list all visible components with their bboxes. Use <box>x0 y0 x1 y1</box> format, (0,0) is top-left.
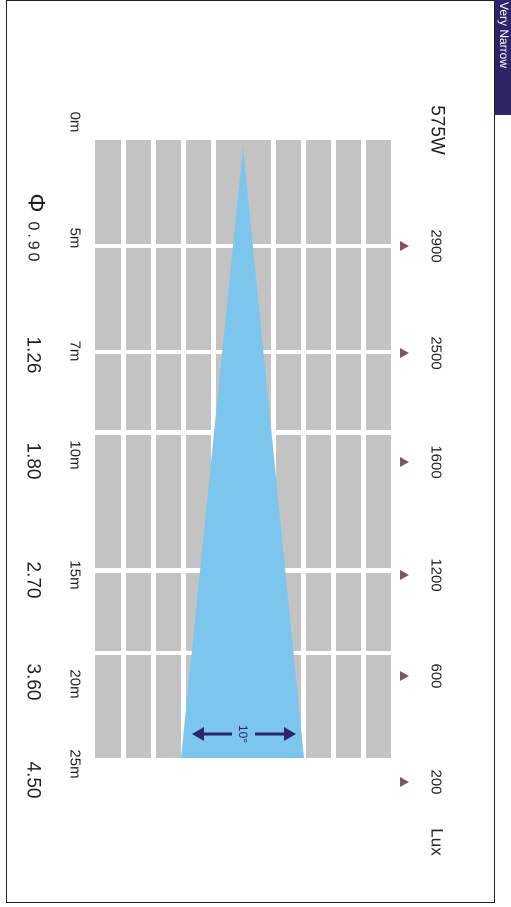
grid-cell <box>306 435 331 568</box>
distance-label: 25m <box>67 749 84 778</box>
lux-marker <box>400 671 409 681</box>
grid-cell <box>156 655 181 758</box>
grid-cell <box>366 435 391 568</box>
diameter-value: 0.90 <box>25 221 42 264</box>
diagram-frame <box>6 0 495 903</box>
lux-unit-label: Lux <box>428 828 447 856</box>
distance-label: 0m <box>67 112 84 133</box>
grid-cell <box>126 655 151 758</box>
grid-cell <box>156 354 181 430</box>
beam-angle-indicator: 10° <box>192 725 296 743</box>
light-beam-cone <box>181 147 304 758</box>
lux-value: 1200 <box>428 558 445 591</box>
grid-cell <box>276 140 301 244</box>
grid-cell <box>336 248 361 350</box>
angle-arrow-right-head <box>284 727 296 741</box>
grid-cell <box>126 573 151 651</box>
grid-cell <box>186 354 211 430</box>
grid-cell <box>336 655 361 758</box>
grid-cell <box>366 140 391 244</box>
grid-cell <box>186 140 211 244</box>
grid-cell <box>95 248 121 350</box>
grid-cell <box>156 248 181 350</box>
lux-value: 2900 <box>428 229 445 262</box>
angle-arrow-left-head <box>192 727 204 741</box>
grid-cell <box>95 354 121 430</box>
diameter-values: 0.90 1.26 1.80 2.70 3.60 4.50 <box>23 221 44 798</box>
grid-cell <box>336 140 361 244</box>
diameter-value: 2.70 <box>23 562 44 599</box>
grid-cell <box>336 435 361 568</box>
grid-cell <box>156 435 181 568</box>
lux-value: 1600 <box>428 445 445 478</box>
diameter-value: 4.50 <box>23 762 44 799</box>
grid-cell <box>95 573 121 651</box>
grid-cell <box>276 354 301 430</box>
grid-cell <box>306 655 331 758</box>
grid-cell <box>95 435 121 568</box>
grid-cell <box>156 573 181 651</box>
diameter-value: 3.60 <box>23 664 44 701</box>
grid-cell <box>306 354 331 430</box>
grid-cell <box>95 140 121 244</box>
grid-cell <box>306 573 331 651</box>
lux-marker <box>400 777 409 787</box>
grid-cell <box>156 140 181 244</box>
distance-label: 10m <box>67 440 84 469</box>
beam-angle-label: 10° <box>236 725 250 743</box>
grid-cell <box>126 435 151 568</box>
grid-cell <box>95 655 121 758</box>
grid-cell <box>336 354 361 430</box>
beam-type-tab: Very Narrow <box>495 0 511 115</box>
grid-cell <box>366 248 391 350</box>
lux-marker <box>400 348 409 358</box>
grid-cell <box>336 573 361 651</box>
distance-label: 20m <box>67 669 84 698</box>
power-label: 575W <box>427 105 448 155</box>
distance-labels: 0m 5m 7m 10m 15m 20m 25m <box>67 112 84 779</box>
diameter-value: 1.26 <box>23 337 44 374</box>
grid-cell <box>186 248 211 350</box>
grid-cell <box>126 248 151 350</box>
lux-value: 2500 <box>428 336 445 369</box>
diameter-symbol: Φ <box>23 193 50 212</box>
grid-cell <box>306 140 331 244</box>
lux-value: 600 <box>428 663 445 688</box>
distance-label: 7m <box>67 341 84 362</box>
grid-cell <box>366 573 391 651</box>
lux-marker <box>400 570 409 580</box>
lux-value: 200 <box>428 769 445 794</box>
distance-label: 5m <box>67 228 84 249</box>
grid-cell <box>276 248 301 350</box>
lux-marker <box>400 457 409 467</box>
grid-cell <box>126 354 151 430</box>
grid-cell <box>366 354 391 430</box>
grid-cell <box>126 140 151 244</box>
grid-cell <box>306 248 331 350</box>
grid-cell <box>366 655 391 758</box>
diameter-value: 1.80 <box>23 443 44 480</box>
distance-label: 15m <box>67 560 84 589</box>
lux-values: 2900 2500 1600 1200 600 200 <box>400 229 445 795</box>
lux-marker <box>400 241 409 251</box>
